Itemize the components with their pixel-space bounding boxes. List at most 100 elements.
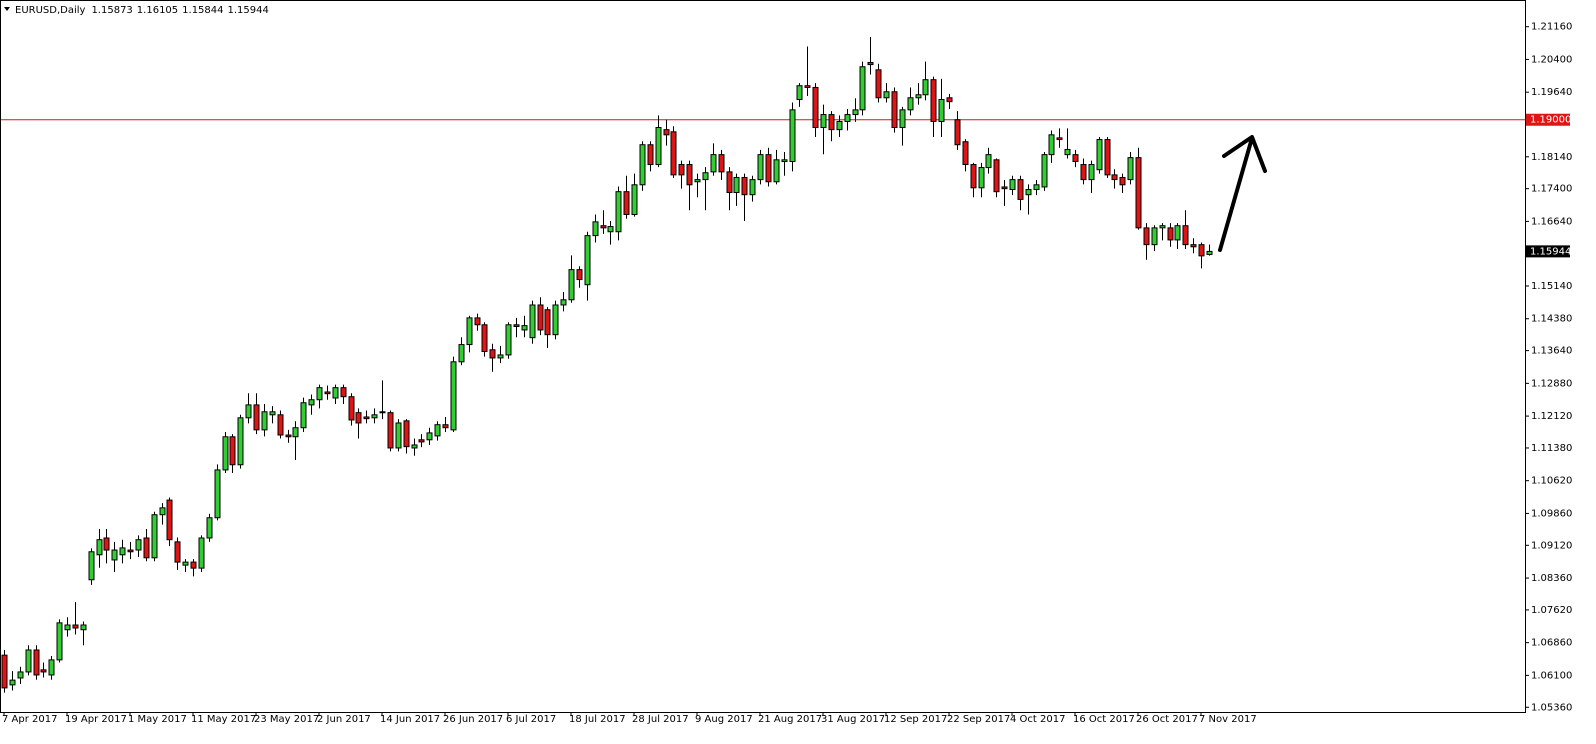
candle-body <box>560 299 567 306</box>
candle-body <box>733 176 740 194</box>
candle-body <box>190 561 197 569</box>
candle-body <box>237 417 244 466</box>
candle-body <box>970 164 977 189</box>
candle-body <box>875 69 882 99</box>
candle-body <box>1096 139 1103 171</box>
candle-body <box>434 424 441 437</box>
candle-body <box>537 304 544 331</box>
plot-frame <box>0 0 1526 713</box>
candle-body <box>324 391 331 395</box>
candle-body <box>639 144 646 186</box>
candle-body <box>277 414 284 436</box>
candle-body <box>1190 244 1197 248</box>
candle-body <box>584 235 591 286</box>
x-tick-label: 2 Jun 2017 <box>317 714 371 725</box>
candle-body <box>694 179 701 183</box>
candle-body <box>1048 134 1055 156</box>
x-tick-label: 21 Aug 2017 <box>758 714 822 725</box>
y-tick-label: 1.18140 <box>1531 152 1572 163</box>
arrow-annotation <box>1218 135 1267 252</box>
candle-body <box>56 622 63 661</box>
y-tick-label: 1.06860 <box>1531 638 1572 649</box>
y-tick-label: 1.21160 <box>1531 22 1572 33</box>
candle-body <box>245 404 252 419</box>
candle-body <box>332 387 339 399</box>
candle-body <box>1072 154 1079 163</box>
y-tick-label: 1.08360 <box>1531 573 1572 584</box>
candle-body <box>686 164 693 186</box>
candle-body <box>1064 148 1071 156</box>
candle-body <box>781 159 788 163</box>
chart-header: EURUSD,Daily 1.15873 1.16105 1.15844 1.15944 <box>15 5 269 16</box>
x-tick-label: 11 May 2017 <box>191 714 256 725</box>
candle-body <box>450 361 457 431</box>
x-tick-label: 18 Jul 2017 <box>569 714 626 725</box>
candle-body <box>253 404 260 431</box>
level-box <box>1526 113 1570 126</box>
y-tick-label: 1.06100 <box>1531 670 1572 681</box>
candle-body <box>1001 186 1008 190</box>
candle-body <box>96 539 103 556</box>
y-tick-label: 1.15140 <box>1531 281 1572 292</box>
x-tick-label: 9 Aug 2017 <box>695 714 753 725</box>
candle-body <box>474 317 481 326</box>
header-open: 1.15873 <box>91 5 132 16</box>
x-tick-label: 22 Sep 2017 <box>947 714 1010 725</box>
y-tick-label: 1.11380 <box>1531 443 1572 454</box>
candle-body <box>899 109 906 128</box>
candle-body <box>285 434 292 438</box>
candle-body <box>497 354 504 359</box>
candle-body <box>844 114 851 122</box>
y-tick-label: 1.19640 <box>1531 87 1572 98</box>
candle-body <box>316 387 323 401</box>
candle-body <box>1151 227 1158 246</box>
chart-title: EURUSD,Daily <box>15 5 86 16</box>
current-price-box <box>1526 245 1570 258</box>
candle-body <box>631 184 638 216</box>
candle-body <box>1119 176 1126 186</box>
candle-body <box>1033 184 1040 191</box>
candle-body <box>489 349 496 359</box>
candle-body <box>269 411 276 416</box>
candle-body <box>1159 225 1166 229</box>
x-tick-label: 4 Oct 2017 <box>1010 714 1065 725</box>
candle-body <box>812 86 819 128</box>
header-low: 1.15844 <box>182 5 223 16</box>
candle-body <box>466 317 473 346</box>
candle-body <box>458 344 465 363</box>
candle-body <box>568 269 575 301</box>
candle-body <box>907 97 914 111</box>
candle-body <box>363 416 370 420</box>
candle-body <box>1 654 8 689</box>
candle-body <box>962 141 969 166</box>
candles <box>1 37 1213 693</box>
candle-body <box>718 154 725 173</box>
candle-body <box>796 85 803 100</box>
candle-body <box>513 324 520 327</box>
candle-body <box>1143 227 1150 246</box>
candle-body <box>1104 139 1111 176</box>
candle-body <box>1135 157 1142 229</box>
candle-body <box>938 98 945 122</box>
y-tick-label: 1.17400 <box>1531 184 1572 195</box>
y-tick-label: 1.20400 <box>1531 54 1572 65</box>
candle-body <box>64 624 71 631</box>
candle-body <box>804 85 811 88</box>
candle-body <box>773 159 780 183</box>
candle-body <box>214 469 221 519</box>
candle-body <box>670 131 677 176</box>
candle-body <box>300 402 307 429</box>
candle-body <box>72 624 79 629</box>
candle-body <box>292 427 299 438</box>
candle-body <box>426 432 433 441</box>
candle-body <box>505 324 512 356</box>
candle-body <box>229 436 236 466</box>
candle-body <box>726 171 733 194</box>
candle-body <box>915 94 922 99</box>
candle-body <box>48 659 55 676</box>
candle-body <box>206 517 213 539</box>
candle-body <box>521 325 528 331</box>
candle-body <box>182 561 189 566</box>
x-tick-label: 31 Aug 2017 <box>821 714 885 725</box>
candle-body <box>1111 174 1118 181</box>
